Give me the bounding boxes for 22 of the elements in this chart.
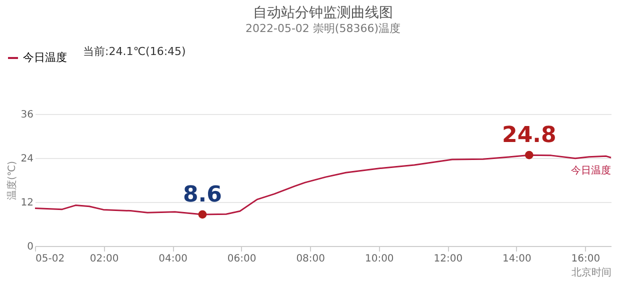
y-axis-title: 温度(℃) (6, 160, 18, 200)
chart-title: 自动站分钟监测曲线图 (253, 5, 393, 21)
legend-label: 今日温度 (23, 51, 67, 64)
y-tick-label: 36 (20, 110, 34, 120)
x-axis-title: 北京时间 (572, 266, 612, 278)
x-tick-label: 16:00 (571, 254, 600, 264)
x-tick-label: 02:00 (90, 254, 119, 264)
x-tick-label: 05-02 (36, 254, 65, 264)
text: 当前:24.1℃(16:45) (83, 45, 186, 58)
text: 今日温度 (571, 166, 611, 177)
x-tick-label: 12:00 (434, 254, 463, 264)
x-tick-label: 14:00 (502, 254, 532, 264)
y-tick-label: 24 (20, 154, 34, 164)
x-tick-label: 10:00 (364, 254, 394, 264)
annotation: 24.8 (502, 123, 556, 148)
y-tick-label: 0 (27, 242, 34, 252)
y-tick-label: 12 (20, 198, 34, 208)
annotation: 8.6 (182, 182, 222, 208)
chart-subtitle: 2022-05-02 崇明(58366)温度 (246, 22, 400, 35)
x-tick-label: 04:00 (158, 254, 188, 264)
x-tick-label: 08:00 (296, 254, 326, 264)
x-tick-label: 06:00 (227, 254, 256, 264)
